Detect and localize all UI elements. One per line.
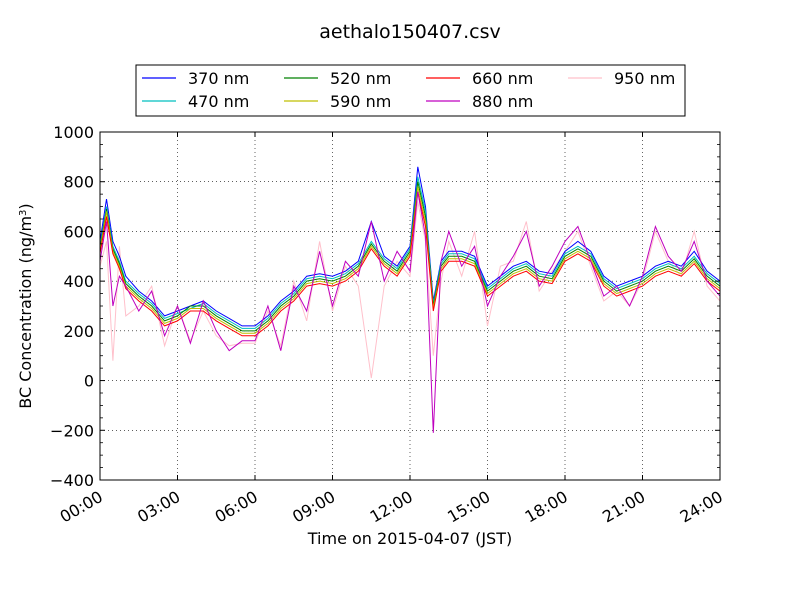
legend-label: 370 nm	[188, 69, 249, 88]
x-tick-label: 24:00	[677, 487, 726, 527]
legend-label: 470 nm	[188, 92, 249, 111]
x-tick-label: 06:00	[212, 487, 261, 527]
x-tick-label: 21:00	[599, 487, 648, 527]
y-axis-label: BC Concentration (ng/m3)	[16, 203, 35, 408]
x-tick-label: 18:00	[522, 487, 571, 527]
y-axis-label-end: )	[16, 203, 35, 209]
series-line-660-nm	[100, 191, 720, 337]
y-axis-label-sup: 3	[18, 210, 29, 216]
plot-area	[100, 166, 720, 433]
x-tick-label: 12:00	[367, 487, 416, 527]
legend-label: 590 nm	[330, 92, 391, 111]
x-tick-label: 03:00	[134, 487, 183, 527]
y-tick-label: 800	[63, 173, 94, 192]
x-tick-label: 15:00	[444, 487, 493, 527]
y-tick-label: 400	[63, 272, 94, 291]
y-tick-label: 600	[63, 222, 94, 241]
legend-label: 660 nm	[472, 69, 533, 88]
y-axis-label-main: BC Concentration (ng/m	[16, 216, 35, 409]
x-tick-label: 00:00	[57, 487, 106, 527]
legend-label: 950 nm	[614, 69, 675, 88]
y-tick-label: 0	[84, 372, 94, 391]
series-line-880-nm	[100, 191, 720, 433]
y-axis: −400 −200 0 200 400 600 800 1000	[50, 123, 720, 490]
grid	[100, 132, 720, 480]
chart-title: aethalo150407.csv	[319, 21, 501, 43]
x-axis-label: Time on 2015-04-07 (JST)	[307, 529, 512, 548]
legend-box	[135, 64, 686, 117]
legend-label: 520 nm	[330, 69, 391, 88]
y-tick-label: 200	[63, 322, 94, 341]
y-tick-label: −200	[50, 421, 94, 440]
series-line-950-nm	[100, 201, 720, 379]
legend: 370 nm 470 nm 520 nm 590 nm 660 nm 880 nm 950 …	[135, 64, 686, 117]
x-axis: 00:00 03:00 06:00 09:00 12:00 15:00 18:00 21:00…	[57, 132, 726, 527]
y-tick-label: 1000	[53, 123, 94, 142]
y-tick-label: −400	[50, 471, 94, 490]
x-tick-label: 09:00	[289, 487, 338, 527]
legend-label: 880 nm	[472, 92, 533, 111]
